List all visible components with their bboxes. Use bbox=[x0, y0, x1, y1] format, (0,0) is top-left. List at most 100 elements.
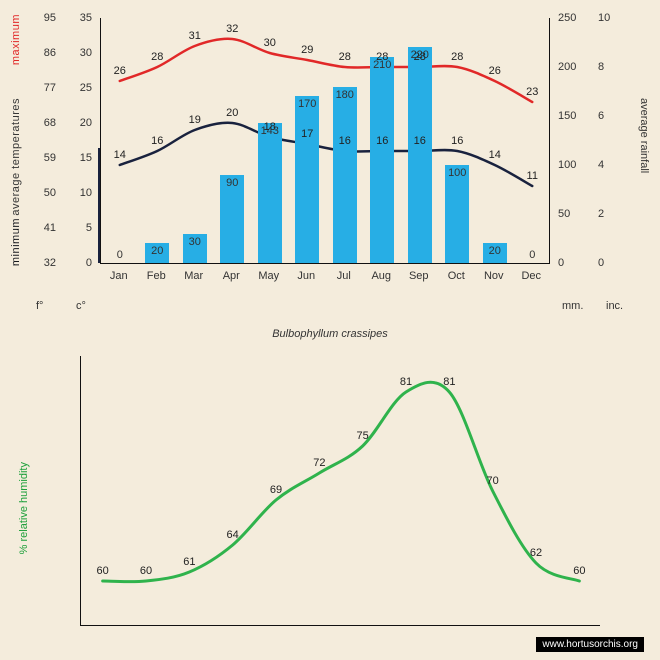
humidity-value: 70 bbox=[480, 475, 506, 487]
unit-mm: mm. bbox=[562, 300, 583, 312]
humidity-line-svg bbox=[81, 356, 601, 626]
humidity-value: 64 bbox=[220, 529, 246, 541]
axis-label-maximum: maximum bbox=[10, 14, 22, 65]
axis-label-average-temperatures: average temperatures bbox=[10, 98, 22, 216]
max-temp-value: 28 bbox=[408, 51, 432, 63]
max-temp-value: 26 bbox=[108, 65, 132, 77]
min-temp-value: 20 bbox=[220, 107, 244, 119]
humidity-value: 75 bbox=[350, 430, 376, 442]
species-title: Bulbophyllum crassipes bbox=[0, 328, 660, 340]
rainfall-bar bbox=[333, 87, 357, 263]
month-label: Feb bbox=[141, 270, 171, 282]
rainfall-value: 180 bbox=[328, 89, 362, 101]
max-temp-value: 30 bbox=[258, 37, 282, 49]
c-tick: 35 bbox=[66, 12, 92, 24]
f-tick: 86 bbox=[28, 47, 56, 59]
humidity-plot-area: 606061646972758181706260 bbox=[80, 356, 600, 626]
mm-tick: 50 bbox=[558, 208, 588, 220]
mm-tick: 0 bbox=[558, 257, 588, 269]
month-label: Jul bbox=[329, 270, 359, 282]
humidity-value: 61 bbox=[176, 556, 202, 568]
rainfall-value: 0 bbox=[103, 249, 137, 261]
rainfall-bar bbox=[258, 123, 282, 263]
plot-area: 0203090143170180210220100200262831323029… bbox=[100, 18, 550, 263]
humidity-value: 62 bbox=[523, 547, 549, 559]
max-temp-value: 28 bbox=[370, 51, 394, 63]
humidity-value: 69 bbox=[263, 484, 289, 496]
max-temp-value: 32 bbox=[220, 23, 244, 35]
rainfall-value: 90 bbox=[215, 177, 249, 189]
c-tick: 25 bbox=[66, 82, 92, 94]
min-temp-value: 18 bbox=[258, 121, 282, 133]
mm-tick: 100 bbox=[558, 159, 588, 171]
min-temp-value: 16 bbox=[445, 135, 469, 147]
min-temp-value: 16 bbox=[370, 135, 394, 147]
axis-label-minimum: minimum bbox=[10, 218, 22, 266]
f-tick: 68 bbox=[28, 117, 56, 129]
rainfall-value: 20 bbox=[478, 245, 512, 257]
inc-tick: 10 bbox=[598, 12, 618, 24]
f-tick: 77 bbox=[28, 82, 56, 94]
month-label: Apr bbox=[216, 270, 246, 282]
rainfall-value: 100 bbox=[440, 167, 474, 179]
humidity-value: 81 bbox=[436, 376, 462, 388]
mm-tick: 150 bbox=[558, 110, 588, 122]
c-tick: 10 bbox=[66, 187, 92, 199]
max-temp-value: 23 bbox=[520, 86, 544, 98]
max-temp-value: 26 bbox=[483, 65, 507, 77]
month-label: May bbox=[254, 270, 284, 282]
unit-inch: inc. bbox=[606, 300, 623, 312]
c-tick: 5 bbox=[66, 222, 92, 234]
humidity-value: 60 bbox=[566, 565, 592, 577]
min-temp-axis-marker bbox=[98, 148, 100, 263]
axis-label-humidity: % relative humidity bbox=[18, 462, 30, 554]
f-tick: 41 bbox=[28, 222, 56, 234]
c-tick: 20 bbox=[66, 117, 92, 129]
inc-tick: 4 bbox=[598, 159, 618, 171]
month-label: Jun bbox=[291, 270, 321, 282]
max-temp-value: 28 bbox=[445, 51, 469, 63]
min-temp-value: 16 bbox=[145, 135, 169, 147]
month-label: Mar bbox=[179, 270, 209, 282]
mm-tick: 200 bbox=[558, 61, 588, 73]
inc-tick: 6 bbox=[598, 110, 618, 122]
inc-tick: 2 bbox=[598, 208, 618, 220]
x-axis-line bbox=[100, 263, 550, 264]
rainfall-value: 170 bbox=[290, 98, 324, 110]
f-tick: 59 bbox=[28, 152, 56, 164]
max-temp-value: 28 bbox=[145, 51, 169, 63]
humidity-value: 72 bbox=[306, 457, 332, 469]
source-watermark: www.hortusorchis.org bbox=[536, 637, 644, 652]
humidity-value: 60 bbox=[90, 565, 116, 577]
temperature-rainfall-chart: minimum average temperatures maximum ave… bbox=[0, 8, 660, 308]
month-label: Jan bbox=[104, 270, 134, 282]
month-label: Dec bbox=[516, 270, 546, 282]
c-tick: 15 bbox=[66, 152, 92, 164]
max-temp-value: 29 bbox=[295, 44, 319, 56]
rainfall-bar bbox=[445, 165, 469, 263]
min-temp-value: 14 bbox=[108, 149, 132, 161]
page: minimum average temperatures maximum ave… bbox=[0, 0, 660, 660]
rainfall-value: 20 bbox=[140, 245, 174, 257]
rainfall-bar bbox=[370, 57, 394, 263]
axis-label-rainfall: average rainfall bbox=[638, 98, 650, 173]
month-label: Sep bbox=[404, 270, 434, 282]
humidity-chart: Bulbophyllum crassipes % relative humidi… bbox=[0, 322, 660, 652]
unit-fahrenheit: f° bbox=[36, 300, 43, 312]
f-tick: 95 bbox=[28, 12, 56, 24]
month-label: Oct bbox=[441, 270, 471, 282]
rainfall-value: 0 bbox=[515, 249, 549, 261]
f-tick: 50 bbox=[28, 187, 56, 199]
min-temp-value: 11 bbox=[520, 170, 544, 182]
humidity-value: 60 bbox=[133, 565, 159, 577]
mm-tick: 250 bbox=[558, 12, 588, 24]
min-temp-value: 16 bbox=[408, 135, 432, 147]
rainfall-bar bbox=[295, 96, 319, 263]
max-temp-value: 28 bbox=[333, 51, 357, 63]
rainfall-bar bbox=[408, 47, 432, 263]
rainfall-value: 30 bbox=[178, 236, 212, 248]
f-tick: 32 bbox=[28, 257, 56, 269]
unit-celsius: c° bbox=[76, 300, 86, 312]
inc-tick: 8 bbox=[598, 61, 618, 73]
min-temp-value: 17 bbox=[295, 128, 319, 140]
